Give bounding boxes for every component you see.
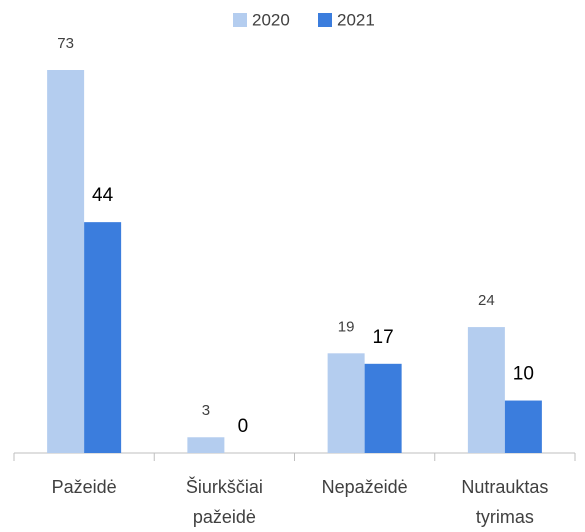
bar	[187, 437, 225, 453]
legend-swatch	[233, 13, 247, 27]
x-tick-label: Nutrauktas tyrimas	[461, 477, 549, 527]
data-label: 10	[513, 364, 534, 385]
data-label: 73	[57, 35, 74, 52]
data-label: 44	[92, 185, 114, 206]
data-label: 17	[373, 327, 394, 348]
data-label: 24	[478, 292, 495, 309]
bar	[364, 363, 402, 453]
x-tick-label: Šiurkščiai pažeidė	[185, 477, 263, 527]
bar	[84, 222, 122, 453]
data-label: 3	[202, 402, 210, 419]
legend-label: 2020	[252, 10, 290, 29]
bar	[504, 400, 542, 453]
x-tick-label: Nepažeidė	[321, 477, 408, 497]
data-label: 0	[238, 416, 249, 437]
legend-swatch	[318, 13, 332, 27]
legend-label: 2021	[337, 10, 375, 29]
bar	[47, 70, 85, 453]
bar	[327, 353, 365, 453]
x-tick-label: Pažeidė	[51, 477, 117, 497]
data-label: 19	[338, 318, 355, 335]
bar	[467, 327, 505, 453]
